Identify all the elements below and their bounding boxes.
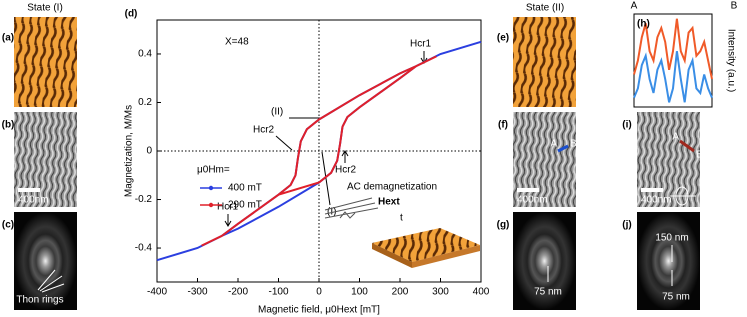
field-sketch [324,197,379,219]
x-tick-label: 300 [432,287,449,298]
panel-label: (c) [2,220,14,231]
fft-image [513,212,576,310]
x-tick-label: 400 [473,287,490,298]
sample-3d-side [412,245,480,268]
tem-image [513,112,576,207]
series-line [201,55,437,247]
panel-label: (b) [2,120,15,131]
y-axis-label: Intensity (a.u.) [725,29,736,92]
axis-end-label: B [731,1,738,12]
mfm-image [513,17,576,107]
annotation: Hcr2 [335,165,357,176]
scale-label: 400nm [18,195,49,206]
y-tick-label: 0 [146,146,152,157]
legend-marker [208,202,214,208]
pointer [37,269,65,293]
legend-marker [208,185,214,191]
pointer [321,151,331,206]
scale-bar [517,188,539,192]
panel-label: (g) [497,220,510,231]
annotation: 75 nm [662,292,690,303]
state-label: State (I) [27,3,63,14]
x-tick-label: -400 [147,287,167,298]
profile-line [633,18,713,80]
y-tick-label: -0.4 [135,243,153,254]
legend-label: 290 mT [228,200,262,211]
scale-label: 400nm [641,195,672,206]
fft-image [14,212,77,310]
tem-image [637,112,700,207]
arrow [224,214,232,227]
annotation: Hcr1 [217,202,239,213]
marker-label: B [696,150,703,161]
tem-image [14,112,77,207]
x-tick-label: -100 [268,287,288,298]
y-tick-label: 0.4 [138,49,152,60]
annotation: (II) [271,107,283,118]
profile-line [633,51,713,103]
arrow [275,135,293,151]
annotation: X=48 [225,37,249,48]
panel-label: (d) [125,9,138,20]
profile-line [679,139,695,153]
plot-frame [633,13,713,108]
x-tick-label: -300 [187,287,207,298]
annotation: 75 nm [534,287,562,298]
annotation: 150 nm [655,233,688,244]
y-tick-label: -0.2 [135,194,153,205]
annotation: AC demagnetization [347,182,437,193]
y-axis-label: Magnetization, M/Ms [124,105,135,197]
panel-label: (j) [622,220,631,231]
mfm-image [14,17,77,107]
annotation: Hcr1 [410,39,432,50]
panel-label: (h) [637,19,650,30]
annotation: Hcr2 [253,125,275,136]
x-tick-label: 200 [392,287,409,298]
legend-title: μ0Hm= [197,165,230,176]
annotation: t [400,213,403,224]
annotation: Hext [378,197,400,208]
legend-label: 400 mT [228,183,262,194]
sample-3d [372,228,480,262]
marker-label: B [570,139,577,150]
axis-end-label: A [631,1,638,12]
panel-label: (i) [622,120,631,131]
scale-label: 400nm [517,195,548,206]
arrow [341,150,349,163]
x-tick-label: -200 [228,287,248,298]
state-label: State (II) [526,3,564,14]
scale-bar [641,188,663,192]
panel-label: (a) [2,33,14,44]
annotation: Thon rings [16,295,63,306]
scale-bar [18,188,40,192]
fft-image [637,212,700,310]
panel-label: (f) [498,120,508,131]
marker-label: A [550,139,557,150]
marker-label: A [672,132,679,143]
y-tick-label: 0.2 [138,97,152,108]
profile-line [557,144,569,153]
x-tick-label: 100 [351,287,368,298]
panel-label: (e) [497,33,509,44]
x-tick-label: 0 [316,287,322,298]
sample-3d-side [372,243,412,268]
x-axis-label: Magnetic field, μ0Hext [mT] [258,305,380,316]
